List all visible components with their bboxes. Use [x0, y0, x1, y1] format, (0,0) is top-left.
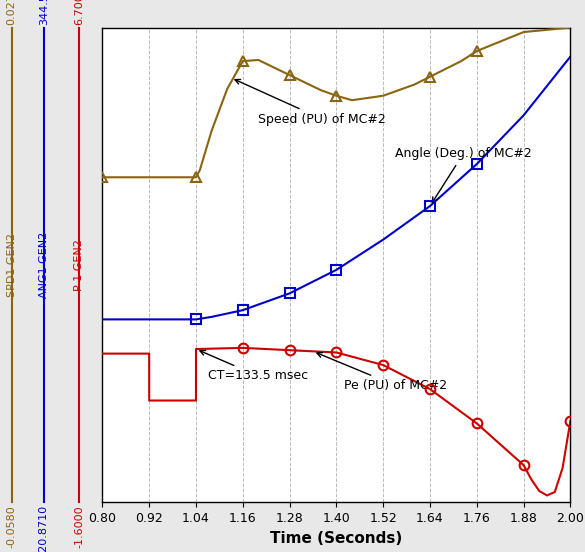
Text: -1.6000: -1.6000 [74, 505, 84, 548]
Text: ANG1 GEN2: ANG1 GEN2 [39, 232, 49, 298]
Text: -0.0580: -0.0580 [6, 505, 17, 548]
Text: SPD1 GEN2: SPD1 GEN2 [6, 233, 17, 297]
Text: 6.7000: 6.7000 [74, 0, 84, 25]
X-axis label: Time (Seconds): Time (Seconds) [270, 530, 402, 545]
Text: 344.5380: 344.5380 [39, 0, 49, 25]
Text: P 1 GEN2: P 1 GEN2 [74, 239, 84, 291]
Text: CT=133.5 msec: CT=133.5 msec [200, 351, 308, 383]
Text: 0.0270: 0.0270 [6, 0, 17, 25]
Text: Pe (PU) of MC#2: Pe (PU) of MC#2 [317, 353, 448, 392]
Text: Angle (Deg.) of MC#2: Angle (Deg.) of MC#2 [395, 147, 532, 203]
Text: Speed (PU) of MC#2: Speed (PU) of MC#2 [235, 79, 386, 125]
Text: -220.8710: -220.8710 [39, 505, 49, 552]
